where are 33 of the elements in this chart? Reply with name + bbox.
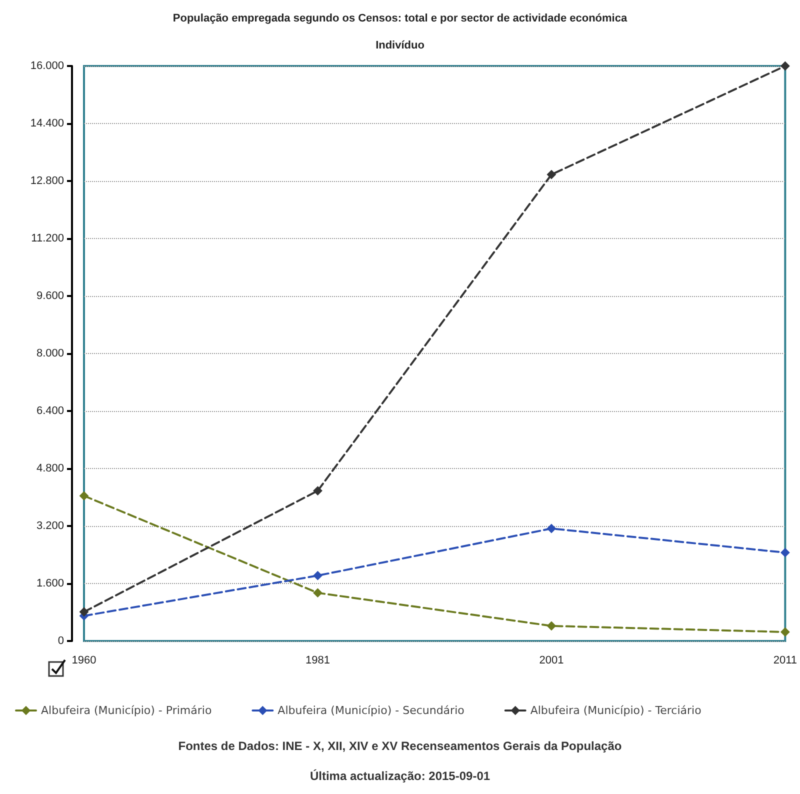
legend-label: Albufeira (Município) - Terciário (530, 704, 702, 717)
legend-label: Albufeira (Município) - Secundário (278, 704, 465, 717)
y-tick-label: 0 (58, 635, 64, 647)
point (313, 588, 322, 598)
y-tick-label: 4.800 (36, 462, 64, 474)
y-tick-label: 16.000 (30, 60, 64, 72)
point (780, 62, 790, 70)
chart-subtitle: Indivíduo (376, 40, 425, 52)
point (546, 170, 556, 180)
y-tick-label: 14.400 (30, 118, 64, 130)
point (546, 524, 556, 534)
y-tick-label: 1.600 (36, 578, 64, 590)
y-tick-label: 3.200 (36, 520, 64, 532)
y-tick-label: 6.400 (36, 405, 64, 417)
text: Fontes de Dados: INE - X, XII, XIV e XV Recenseamentos Gerais da População (178, 739, 622, 753)
x-tick-label: 2001 (539, 654, 564, 666)
point (313, 571, 322, 580)
point (780, 548, 790, 558)
point (546, 621, 556, 630)
point (780, 628, 790, 637)
y-tick-label: 11.200 (31, 232, 64, 244)
chart-title: População empregada segundo os Censos: total e por sector de actividade económica (172, 12, 628, 24)
x-tick-label: 2011 (773, 654, 797, 666)
point (313, 486, 322, 496)
x-tick-label: 1981 (305, 654, 330, 666)
point (80, 607, 88, 616)
y-tick-label: 12.800 (30, 175, 64, 187)
y-tick-label: 8.000 (36, 348, 64, 360)
text: Última actualização: 2015-09-01 (310, 769, 490, 783)
x-tick-label: 1960 (72, 654, 96, 666)
point (80, 491, 88, 500)
legend-label: Albufeira (Município) - Primário (41, 704, 212, 717)
y-tick-label: 9.600 (36, 290, 64, 302)
